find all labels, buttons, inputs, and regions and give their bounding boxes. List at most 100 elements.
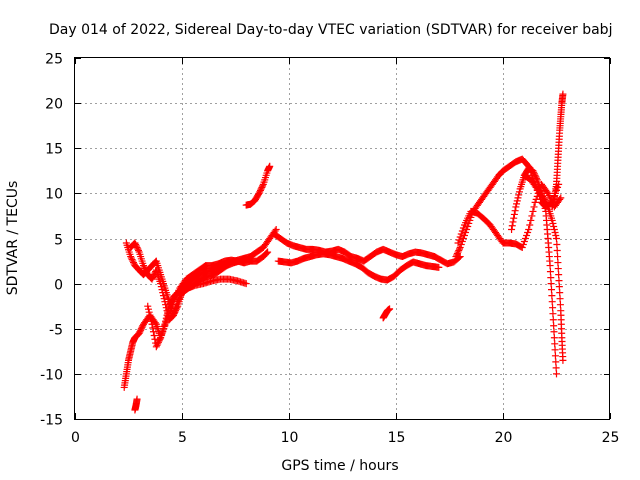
data-point	[551, 346, 559, 354]
data-point	[550, 322, 558, 330]
data-point	[530, 168, 538, 176]
data-point	[133, 244, 141, 252]
series-trace-g	[270, 230, 464, 268]
data-point	[547, 280, 555, 288]
data-point	[154, 338, 162, 346]
data-point	[159, 289, 167, 297]
data-point	[256, 188, 264, 196]
data-point	[386, 305, 394, 313]
data-point	[463, 225, 471, 233]
data-point	[553, 241, 561, 249]
data-point	[551, 340, 559, 348]
data-point	[559, 356, 567, 364]
data-point	[459, 224, 467, 232]
data-point	[132, 242, 140, 250]
data-point	[457, 230, 465, 238]
data-point	[150, 332, 158, 340]
data-point	[266, 162, 274, 170]
data-point	[520, 238, 528, 246]
data-point	[556, 295, 564, 303]
data-point	[515, 191, 523, 199]
x-tick-label: 15	[388, 430, 406, 446]
data-point	[172, 305, 180, 313]
data-point	[529, 167, 537, 175]
y-tick-label: -10	[40, 368, 63, 384]
data-point	[458, 238, 466, 246]
data-point	[546, 262, 554, 270]
data-point	[242, 280, 250, 288]
data-point	[139, 262, 147, 270]
data-point	[552, 358, 560, 366]
series-trace-m	[520, 171, 567, 364]
data-point	[508, 225, 516, 233]
y-tick-label: 25	[45, 52, 63, 68]
data-point	[510, 210, 518, 218]
chart-title: Day 014 of 2022, Sidereal Day-to-day VTE…	[49, 22, 612, 38]
data-point	[164, 308, 172, 316]
data-point	[556, 301, 564, 309]
series-trace-h	[274, 250, 443, 284]
data-point	[521, 235, 529, 242]
data-point	[258, 183, 266, 191]
data-point	[146, 311, 154, 319]
data-point	[129, 257, 137, 265]
data-point	[165, 302, 173, 310]
data-point	[508, 222, 516, 230]
data-point	[553, 235, 560, 242]
data-point	[264, 248, 272, 256]
data-point	[161, 298, 169, 306]
data-point	[553, 247, 561, 255]
data-point	[528, 212, 536, 220]
data-point	[510, 214, 518, 222]
data-point	[127, 253, 135, 261]
data-point	[453, 251, 461, 259]
data-point	[169, 311, 177, 319]
data-point	[551, 228, 559, 236]
data-point	[142, 266, 150, 274]
data-point	[552, 231, 560, 239]
data-point	[549, 304, 557, 312]
data-point	[136, 328, 144, 336]
data-point	[540, 194, 548, 202]
data-point	[163, 311, 171, 319]
series-trace-f	[242, 162, 274, 209]
y-tick-label: -15	[40, 413, 63, 429]
data-point	[134, 245, 142, 253]
data-point	[152, 343, 160, 351]
data-points	[120, 90, 567, 414]
data-point	[164, 305, 172, 313]
x-tick-label: 25	[602, 430, 620, 446]
data-point	[259, 182, 267, 190]
data-point	[128, 256, 136, 264]
data-point	[137, 325, 145, 333]
data-point	[167, 298, 175, 306]
data-point	[156, 335, 164, 343]
data-point	[523, 231, 531, 239]
data-point	[548, 216, 556, 224]
y-tick-labels: -15 -10 -5 0 5 10 15 20 25	[40, 52, 63, 429]
data-point	[550, 328, 558, 336]
data-point	[542, 198, 550, 206]
data-point	[529, 207, 537, 215]
data-point	[549, 219, 557, 227]
data-point	[513, 197, 521, 205]
data-point	[262, 250, 270, 258]
data-point	[457, 241, 465, 249]
y-tick-label: -5	[49, 323, 63, 339]
data-point	[543, 200, 551, 208]
x-axis-title: GPS time / hours	[281, 458, 398, 474]
data-point	[532, 173, 540, 181]
data-point	[159, 292, 167, 300]
series-trace-e	[131, 395, 141, 414]
data-point	[454, 248, 462, 256]
data-point	[168, 296, 176, 304]
series-trace-n	[548, 90, 567, 211]
data-point	[556, 289, 564, 297]
data-point	[511, 207, 519, 215]
data-point	[147, 314, 155, 322]
x-tick-label: 10	[281, 430, 299, 446]
data-point	[515, 188, 523, 196]
axis-ticks	[75, 58, 611, 420]
data-point	[550, 225, 558, 233]
